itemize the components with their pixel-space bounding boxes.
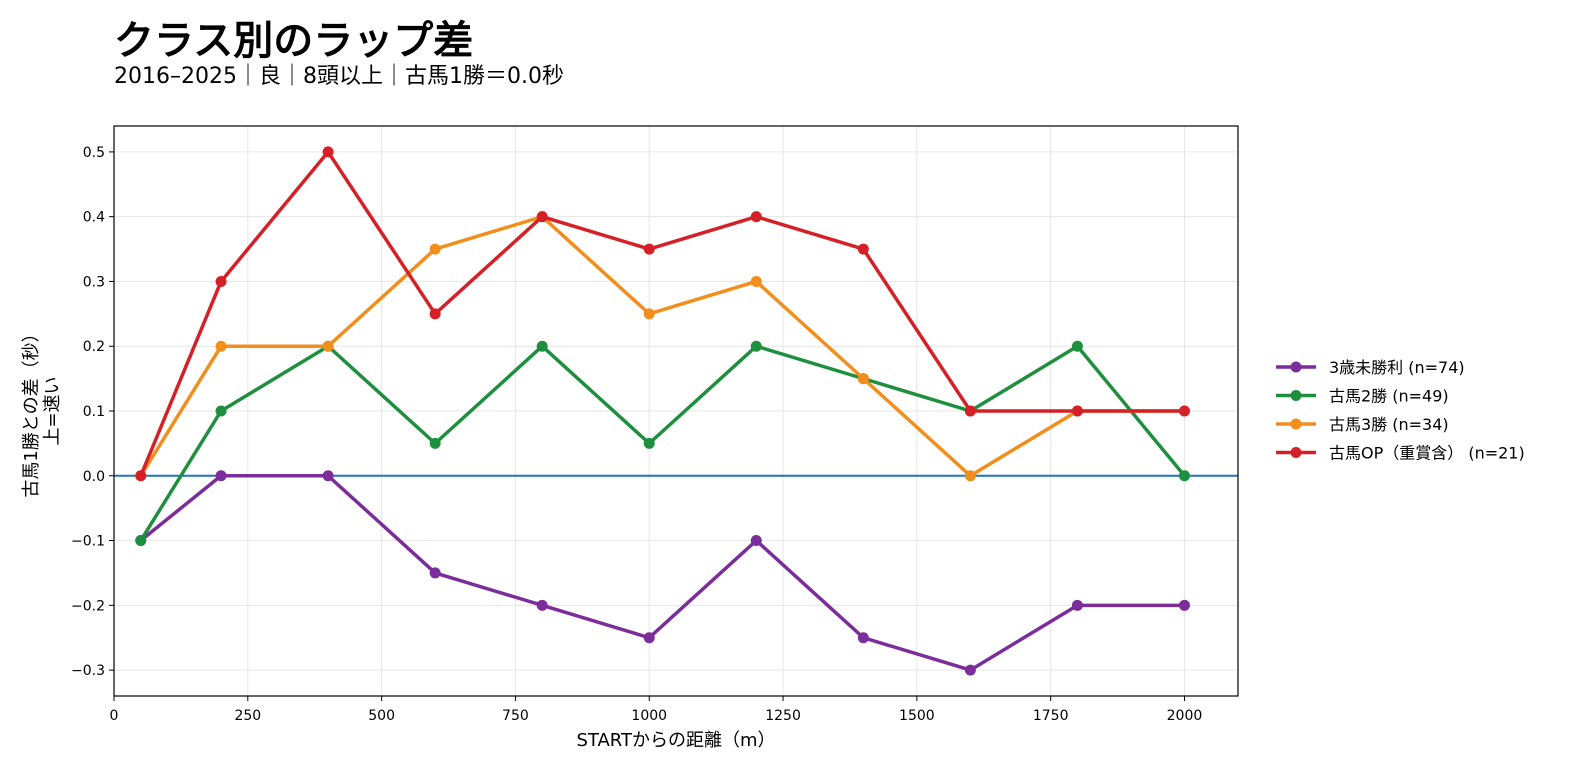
data-point-0-2 bbox=[322, 470, 334, 482]
data-point-1-3 bbox=[429, 437, 441, 449]
data-point-3-10 bbox=[1178, 405, 1190, 417]
y-tick-label-4: 0.1 bbox=[83, 404, 105, 420]
y-tick-label-2: −0.1 bbox=[71, 534, 105, 550]
data-point-3-6 bbox=[750, 211, 762, 223]
data-point-2-7 bbox=[857, 373, 869, 385]
data-point-3-4 bbox=[536, 211, 548, 223]
y-axis-label-line1: 古馬1勝との差（秒） bbox=[21, 324, 42, 497]
series-line-1 bbox=[139, 344, 1186, 542]
x-tick-label-2: 500 bbox=[368, 708, 395, 724]
legend-swatch-marker-3 bbox=[1290, 447, 1302, 458]
legend-swatch-marker-2 bbox=[1290, 418, 1302, 430]
y-axis-label: 古馬1勝との差（秒） 上=速い bbox=[21, 324, 63, 497]
data-point-1-6 bbox=[750, 340, 762, 352]
y-tick-label-0: −0.3 bbox=[71, 663, 105, 679]
legend-swatch-marker-1 bbox=[1290, 390, 1302, 401]
data-point-0-4 bbox=[536, 599, 548, 611]
data-point-2-8 bbox=[964, 470, 976, 482]
series-1 bbox=[135, 340, 1190, 547]
legend-swatch-marker-0 bbox=[1290, 361, 1302, 373]
x-tick-label-8: 2000 bbox=[1167, 708, 1203, 724]
data-point-1-5 bbox=[643, 437, 655, 449]
chart-subtitle: 2016–2025｜良｜8頭以上｜古馬1勝＝0.0秒 bbox=[114, 64, 564, 89]
x-tick-label-0: 0 bbox=[110, 708, 119, 724]
data-point-1-1 bbox=[215, 405, 227, 417]
y-axis-ticks: −0.3 −0.2 −0.1 0.0 0.1 0.2 0.3 0.4 0.5 bbox=[71, 145, 114, 679]
data-point-3-7 bbox=[857, 243, 869, 255]
data-point-2-2 bbox=[322, 340, 334, 352]
data-point-0-5 bbox=[643, 632, 655, 644]
legend-label-2: 古馬3勝 (n=34) bbox=[1329, 415, 1449, 434]
series-line-0 bbox=[139, 474, 1185, 672]
x-tick-label-6: 1500 bbox=[899, 708, 935, 724]
y-tick-label-3: 0.0 bbox=[83, 469, 105, 485]
x-tick-label-7: 1750 bbox=[1033, 708, 1069, 724]
y-axis-label-line2: 上=速い bbox=[42, 376, 63, 445]
legend-item-2: 古馬3勝 (n=34) bbox=[1276, 415, 1449, 434]
data-point-0-1 bbox=[215, 470, 227, 482]
data-point-3-5 bbox=[643, 243, 655, 255]
data-point-3-9 bbox=[1071, 405, 1083, 417]
y-tick-label-5: 0.2 bbox=[83, 339, 105, 355]
series-3 bbox=[135, 146, 1190, 482]
data-point-3-0 bbox=[135, 470, 147, 482]
data-point-2-3 bbox=[429, 243, 441, 255]
data-point-3-1 bbox=[215, 275, 227, 287]
legend: 3歳未勝利 (n=74) 古馬2勝 (n=49) 古馬3勝 (n=34) 古馬OP（重… bbox=[1276, 358, 1525, 463]
legend-label-0: 3歳未勝利 (n=74) bbox=[1329, 358, 1465, 377]
x-axis-ticks: 0 250 500 750 1000 1250 1500 1750 2000 bbox=[110, 696, 1203, 724]
data-point-1-0 bbox=[135, 535, 147, 547]
data-point-3-3 bbox=[429, 308, 441, 320]
legend-item-0: 3歳未勝利 (n=74) bbox=[1276, 358, 1465, 377]
data-point-3-2 bbox=[322, 146, 334, 158]
data-point-0-7 bbox=[857, 632, 869, 644]
data-point-0-6 bbox=[750, 535, 762, 547]
data-point-0-3 bbox=[429, 567, 441, 579]
data-point-2-5 bbox=[643, 308, 655, 320]
x-tick-label-5: 1250 bbox=[765, 708, 801, 724]
legend-item-1: 古馬2勝 (n=49) bbox=[1276, 387, 1449, 406]
data-point-2-6 bbox=[750, 275, 762, 287]
x-tick-label-3: 750 bbox=[502, 708, 529, 724]
series-0 bbox=[135, 470, 1190, 676]
legend-label-1: 古馬2勝 (n=49) bbox=[1329, 387, 1449, 406]
data-point-3-8 bbox=[964, 405, 976, 417]
y-tick-label-7: 0.4 bbox=[83, 210, 105, 226]
series-line-3 bbox=[139, 150, 1185, 477]
data-point-1-9 bbox=[1071, 340, 1083, 352]
y-tick-label-8: 0.5 bbox=[83, 145, 105, 161]
y-tick-label-6: 0.3 bbox=[83, 274, 105, 290]
data-point-2-1 bbox=[215, 340, 227, 352]
data-point-0-10 bbox=[1178, 599, 1190, 611]
x-axis-label: STARTからの距離（m） bbox=[576, 730, 775, 751]
series-lines bbox=[135, 146, 1190, 676]
data-point-0-8 bbox=[964, 664, 976, 676]
data-point-1-10 bbox=[1178, 470, 1190, 482]
x-tick-label-4: 1000 bbox=[631, 708, 667, 724]
chart-title: クラス別のラップ差 bbox=[114, 18, 474, 64]
data-point-0-9 bbox=[1071, 599, 1083, 611]
legend-item-3: 古馬OP（重賞含） (n=21) bbox=[1276, 444, 1525, 463]
x-tick-label-1: 250 bbox=[234, 708, 261, 724]
data-point-1-4 bbox=[536, 340, 548, 352]
legend-label-3: 古馬OP（重賞含） (n=21) bbox=[1329, 444, 1525, 463]
y-tick-label-1: −0.2 bbox=[71, 598, 105, 614]
